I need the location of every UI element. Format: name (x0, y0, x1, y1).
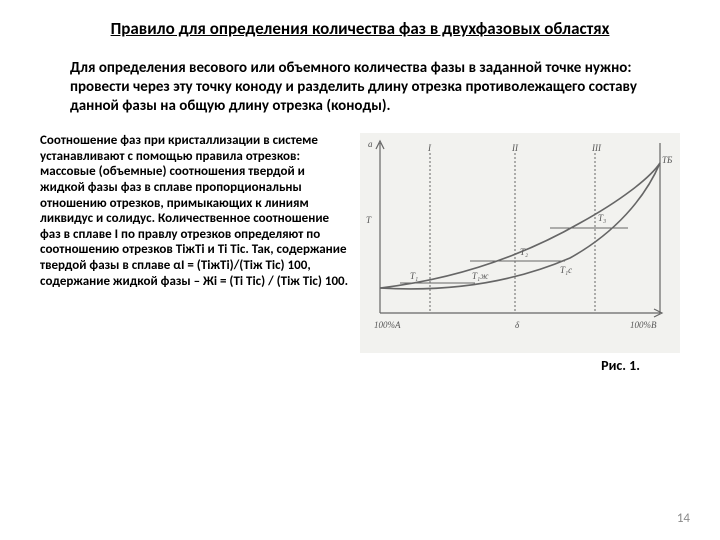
axis-label-xr: 100%B (630, 320, 657, 330)
body-row: Соотношение фаз при кристаллизации в сис… (40, 133, 680, 374)
figure-column: I II III T₁ T₂ T₃ T₁ж T₁с TБ a T 100%A 1… (360, 133, 680, 374)
region-label-3: III (591, 143, 602, 153)
intro-paragraph: Для определения весового или объемного к… (70, 59, 650, 115)
phase-diagram: I II III T₁ T₂ T₃ T₁ж T₁с TБ a T 100%A 1… (360, 133, 680, 353)
page-title: Правило для определения количества фаз в… (40, 18, 680, 39)
pt-label-tb: TБ (662, 155, 673, 165)
axis-label-a: a (368, 139, 373, 149)
figure-caption: Рис. 1. (601, 357, 640, 374)
body-paragraph: Соотношение фаз при кристаллизации в сис… (40, 133, 350, 289)
page-number: 14 (677, 511, 690, 526)
pt-label-t1zh: T₁ж (472, 271, 489, 281)
pt-label-t2: T₂ (520, 247, 528, 257)
pt-label-t3: T₃ (598, 213, 606, 223)
region-label-2: II (511, 143, 519, 153)
pt-label-t1s: T₁с (560, 265, 572, 275)
pt-label-t1: T₁ (410, 271, 418, 281)
slide: Правило для определения количества фаз в… (0, 0, 720, 540)
axis-label-xl: 100%A (374, 320, 401, 330)
